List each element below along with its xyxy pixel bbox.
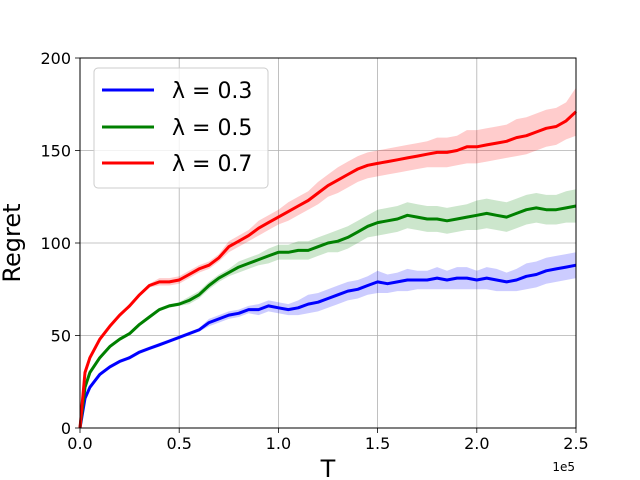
y-tick-label: 150	[40, 142, 71, 161]
y-axis-label: Regret	[0, 203, 26, 282]
y-tick-label: 0	[61, 419, 71, 438]
legend-label-1: λ = 0.5	[172, 116, 252, 141]
series-line-0	[78, 263, 577, 429]
x-tick-label: 1.0	[266, 434, 291, 453]
x-tick-label: 0.0	[67, 434, 92, 453]
series-band-0	[80, 252, 576, 428]
series-band-1	[80, 189, 576, 428]
y-tick-label: 200	[40, 49, 71, 68]
legend-label-2: λ = 0.7	[172, 152, 252, 177]
y-tick-label: 50	[51, 327, 71, 346]
x-axis-multiplier: 1e5	[552, 460, 575, 474]
confidence-bands	[80, 87, 576, 428]
axis-ticks: 0.0 0.5 1.0 1.5 2.0 2.5 0 50 100 150 200	[40, 49, 588, 453]
x-tick-label: 2.0	[464, 434, 489, 453]
x-tick-label: 0.5	[166, 434, 191, 453]
series-band-2	[80, 87, 576, 428]
series-line-1	[78, 204, 577, 429]
legend: λ = 0.3 λ = 0.5 λ = 0.7	[93, 67, 269, 189]
x-tick-label: 1.5	[365, 434, 390, 453]
x-axis-label: T	[320, 455, 336, 480]
y-tick-label: 100	[40, 234, 71, 253]
legend-label-0: λ = 0.3	[172, 79, 252, 104]
series-line-2	[78, 110, 578, 429]
legend-box	[93, 67, 269, 189]
x-tick-label: 2.5	[563, 434, 588, 453]
series-lines	[78, 110, 578, 429]
